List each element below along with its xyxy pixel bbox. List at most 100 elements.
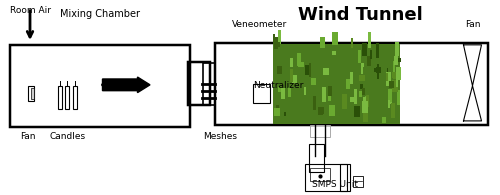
Bar xyxy=(392,61,395,76)
Bar xyxy=(363,107,368,122)
Bar xyxy=(324,68,329,75)
FancyArrow shape xyxy=(102,77,150,93)
Bar xyxy=(215,43,487,125)
Bar xyxy=(10,45,190,127)
Bar xyxy=(188,62,210,105)
Bar xyxy=(58,86,62,109)
Bar xyxy=(65,86,69,109)
Bar xyxy=(318,107,322,114)
Bar xyxy=(388,93,392,103)
Bar xyxy=(391,103,396,118)
Text: Neutralizer: Neutralizer xyxy=(254,81,304,90)
Bar xyxy=(350,97,355,102)
Bar xyxy=(366,96,369,107)
Bar xyxy=(342,94,347,109)
Bar xyxy=(300,62,304,67)
Bar xyxy=(351,38,352,48)
Bar xyxy=(364,97,366,105)
Bar xyxy=(354,89,358,104)
Bar xyxy=(376,43,379,58)
Text: Fan: Fan xyxy=(20,132,35,141)
Text: Room Air: Room Air xyxy=(10,6,51,15)
Bar xyxy=(396,67,400,80)
Bar xyxy=(313,97,316,110)
Bar xyxy=(274,37,278,49)
Bar xyxy=(312,78,316,85)
Bar xyxy=(330,105,334,116)
Bar xyxy=(305,65,309,75)
Text: Wind Tunnel: Wind Tunnel xyxy=(298,6,422,24)
Bar xyxy=(370,50,372,59)
Bar xyxy=(388,89,392,102)
Bar xyxy=(278,30,281,44)
Bar xyxy=(392,80,398,92)
Text: Meshes: Meshes xyxy=(203,132,237,141)
Bar xyxy=(290,58,293,67)
Bar xyxy=(354,106,360,117)
Bar xyxy=(278,66,282,74)
Bar xyxy=(280,88,285,99)
Bar xyxy=(328,86,332,96)
Bar xyxy=(252,84,270,103)
Bar xyxy=(276,42,280,47)
Bar xyxy=(394,56,398,65)
Text: Candles: Candles xyxy=(50,132,86,141)
Bar xyxy=(396,79,398,87)
Bar xyxy=(346,79,350,89)
Bar xyxy=(360,84,364,89)
Bar xyxy=(350,72,354,84)
Text: SMPS Unit: SMPS Unit xyxy=(312,180,358,189)
Bar xyxy=(368,32,372,48)
Bar xyxy=(288,87,290,97)
Bar xyxy=(332,32,338,45)
Bar xyxy=(278,87,281,92)
Bar xyxy=(310,168,330,181)
Bar xyxy=(352,176,362,187)
Text: Fan: Fan xyxy=(465,20,480,29)
Bar xyxy=(340,164,347,191)
Text: Mixing Chamber: Mixing Chamber xyxy=(60,9,140,19)
Bar xyxy=(368,56,372,66)
Bar xyxy=(322,87,326,102)
Bar xyxy=(272,35,276,44)
Bar xyxy=(272,44,400,124)
Bar xyxy=(398,58,401,62)
Bar xyxy=(386,68,388,76)
Bar xyxy=(28,86,34,101)
Bar xyxy=(310,125,330,136)
Bar xyxy=(396,72,398,79)
Bar xyxy=(362,100,368,113)
Bar xyxy=(202,63,215,105)
Bar xyxy=(320,37,326,48)
Bar xyxy=(386,72,392,86)
Bar xyxy=(298,62,303,67)
Bar xyxy=(364,96,368,105)
Bar xyxy=(31,88,34,99)
Bar xyxy=(362,65,363,74)
Bar xyxy=(388,98,392,104)
Bar xyxy=(304,88,306,95)
Bar xyxy=(309,63,310,77)
Bar xyxy=(392,74,396,79)
Bar xyxy=(318,107,324,114)
Bar xyxy=(284,112,286,116)
Bar xyxy=(362,43,368,56)
Text: Veneometer: Veneometer xyxy=(232,20,287,29)
Bar xyxy=(374,68,380,72)
Bar xyxy=(358,50,361,63)
Bar xyxy=(362,88,365,95)
Bar xyxy=(360,91,362,97)
Bar xyxy=(308,144,324,172)
Bar xyxy=(388,100,390,108)
Bar xyxy=(386,73,388,81)
Bar xyxy=(360,75,365,81)
Bar xyxy=(392,72,396,78)
Bar xyxy=(328,96,331,101)
Bar xyxy=(72,86,76,109)
Bar xyxy=(362,63,364,67)
Bar xyxy=(276,105,278,115)
Bar xyxy=(292,75,297,83)
Bar xyxy=(332,51,336,55)
Bar xyxy=(389,81,394,89)
Bar xyxy=(376,64,380,79)
